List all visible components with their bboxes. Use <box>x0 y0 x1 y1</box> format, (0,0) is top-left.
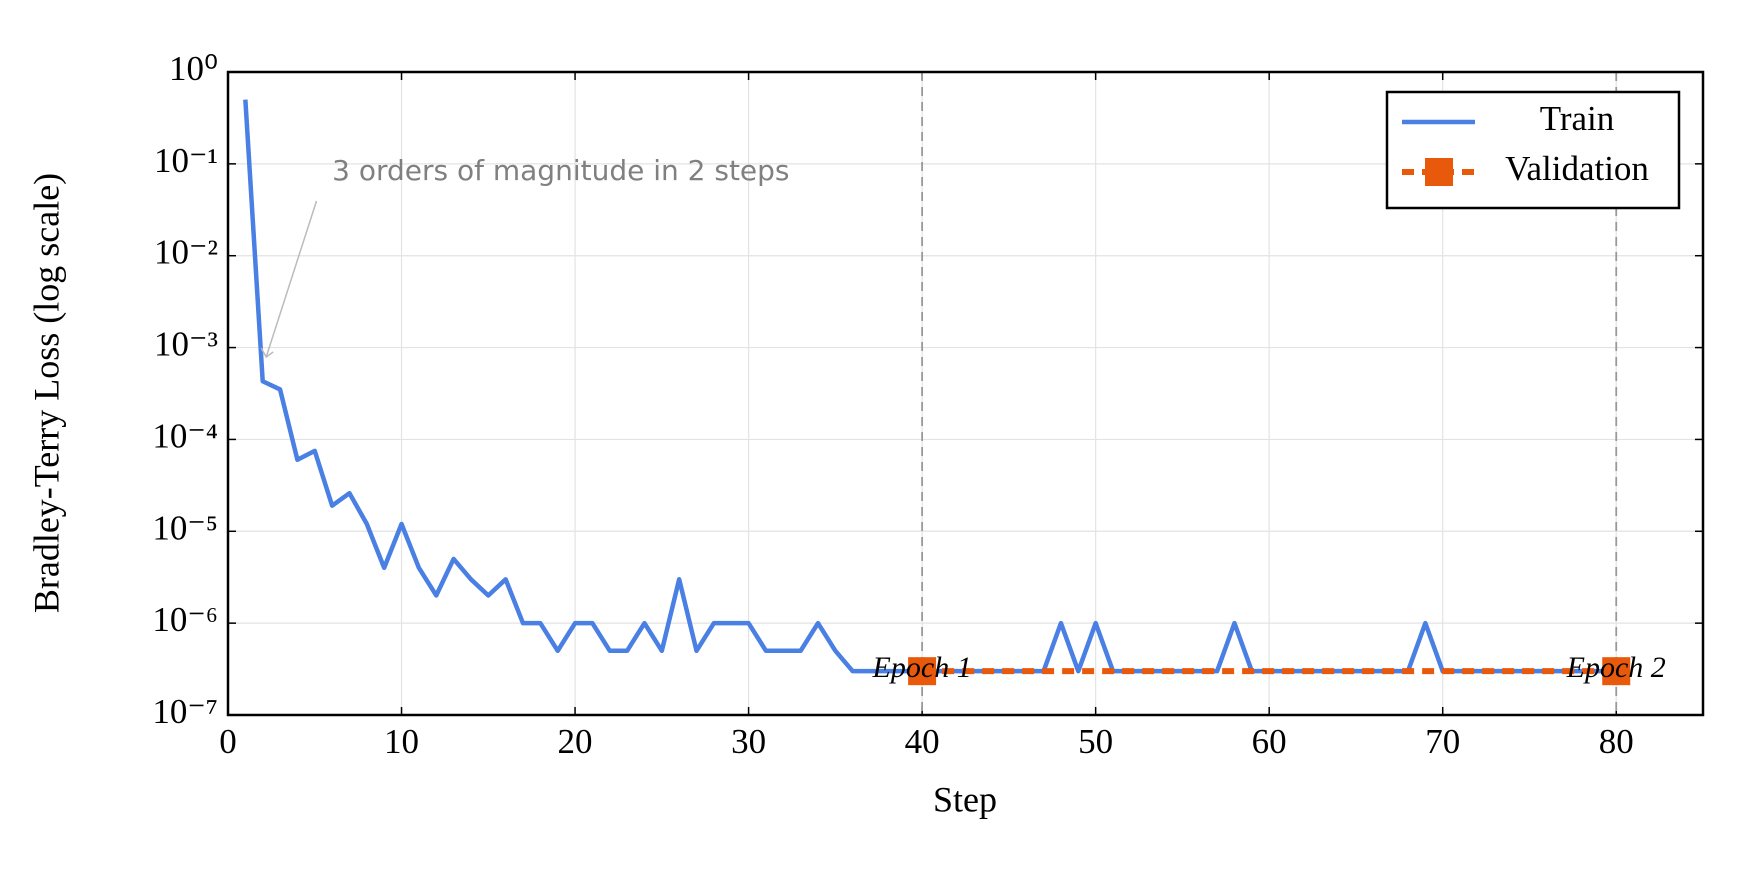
marker <box>908 657 937 686</box>
legend-label: Train <box>1540 99 1615 138</box>
legend-box <box>1385 90 1681 210</box>
y-tick-label: 10⁻² <box>154 233 218 272</box>
x-tick-label: 70 <box>1425 722 1460 761</box>
x-tick-label: 60 <box>1252 722 1287 761</box>
legend-label: Validation <box>1505 149 1649 188</box>
y-tick-label: 10⁰ <box>169 49 218 88</box>
epoch-label: Epoch 1 <box>872 651 972 684</box>
epoch-label: Epoch 2 <box>1566 651 1666 684</box>
x-tick-label: 80 <box>1599 722 1634 761</box>
x-tick-label: 40 <box>905 722 940 761</box>
x-tick-label: 0 <box>219 722 237 761</box>
x-tick-label: 50 <box>1078 722 1113 761</box>
x-tick-label: 10 <box>384 722 419 761</box>
x-tick-label: 30 <box>731 722 766 761</box>
y-axis-label: Bradley-Terry Loss (log scale) <box>26 173 66 613</box>
annotation: 3 orders of magnitude in 2 steps <box>332 154 789 187</box>
legend: Train Validation <box>1385 90 1681 210</box>
y-tick-label: 10⁻⁶ <box>152 600 218 639</box>
x-axis-label: Step <box>933 779 997 819</box>
annotation-arrowhead <box>260 347 274 359</box>
plot-frame <box>226 70 1705 717</box>
marker <box>1602 657 1631 686</box>
legend-marker <box>1425 158 1453 186</box>
y-tick-label: 10⁻⁵ <box>152 508 218 547</box>
y-tick-label: 10⁻³ <box>154 325 218 364</box>
y-tick-label: 10⁻⁴ <box>152 416 218 455</box>
x-tick-label: 20 <box>558 722 593 761</box>
y-tick-label: 10⁻⁷ <box>152 692 218 731</box>
y-tick-label: 10⁻¹ <box>154 141 218 180</box>
annotation-arrow <box>265 200 318 358</box>
